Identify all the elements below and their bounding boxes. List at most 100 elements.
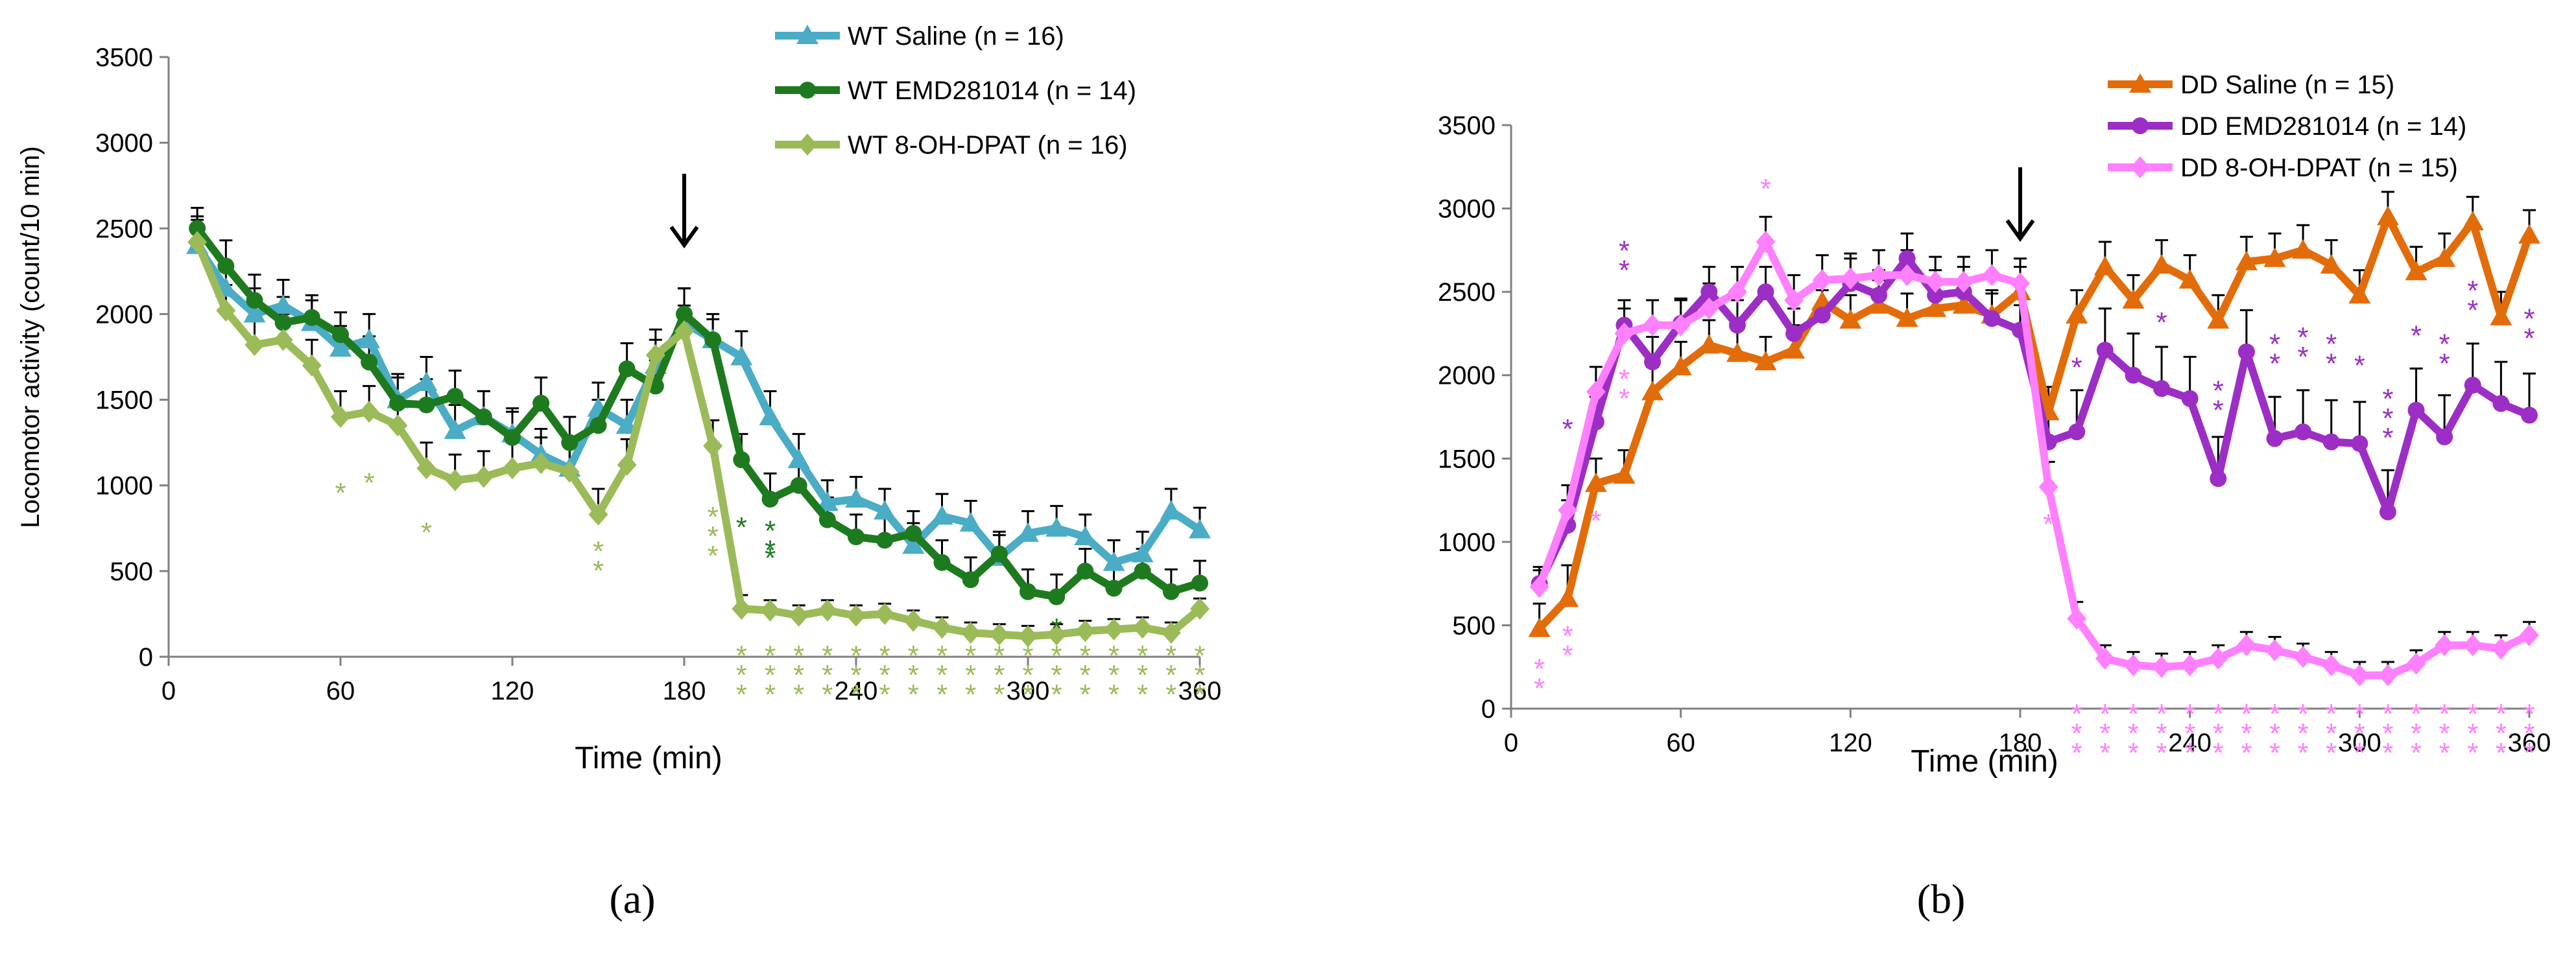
data-point — [1077, 562, 1094, 580]
significance-star: * — [994, 679, 1005, 711]
data-point — [1813, 307, 1831, 324]
data-point — [1558, 499, 1578, 521]
arrow-head — [669, 226, 699, 249]
significance-star: * — [879, 659, 890, 691]
significance-star: * — [2354, 350, 2365, 382]
significance-star: * — [2411, 698, 2422, 730]
significance-star: * — [1080, 640, 1091, 672]
significance-star: * — [1080, 679, 1091, 711]
data-point — [2210, 470, 2227, 488]
x-tick-label: 300 — [2338, 729, 2381, 757]
data-point — [1189, 519, 1211, 539]
significance-star: * — [2382, 422, 2393, 454]
data-point — [2322, 433, 2340, 451]
significance-star: * — [2156, 698, 2167, 730]
data-point — [703, 434, 723, 457]
data-point — [845, 488, 867, 508]
significance-star: * — [2439, 348, 2450, 379]
significance-star: * — [593, 555, 604, 587]
significance-star: * — [2411, 320, 2422, 351]
significance-star: * — [2241, 698, 2252, 730]
x-tick-label: 0 — [161, 677, 176, 705]
data-point — [445, 469, 465, 491]
x-tick-label: 120 — [1829, 729, 1872, 757]
significance-star: * — [2213, 698, 2224, 730]
y-tick-label: 1000 — [95, 472, 153, 501]
significance-star: * — [1619, 363, 1630, 395]
legend-label: DD Saline (n = 15) — [2180, 71, 2394, 99]
data-point — [332, 326, 349, 344]
data-point — [1160, 500, 1182, 520]
data-point — [787, 449, 810, 469]
data-point — [272, 294, 294, 314]
data-point — [2151, 254, 2173, 274]
data-point — [1643, 314, 1663, 336]
significance-star: * — [2298, 698, 2309, 730]
significance-star: * — [936, 640, 948, 672]
data-point — [217, 257, 235, 275]
data-point — [2235, 250, 2258, 270]
data-point — [1556, 587, 1579, 607]
significance-star: * — [2326, 737, 2337, 769]
data-point — [1897, 264, 1917, 287]
data-point — [2348, 284, 2371, 304]
data-point — [187, 231, 208, 253]
data-point — [2436, 428, 2453, 445]
significance-star: * — [765, 543, 776, 574]
significance-star: * — [1137, 659, 1148, 691]
x-axis-label: Time (min) — [1911, 744, 2058, 779]
significance-star: * — [2213, 737, 2224, 769]
data-point — [1529, 576, 1549, 598]
significance-star: * — [2467, 294, 2478, 326]
x-tick-label: 120 — [491, 677, 534, 705]
significance-star: * — [2523, 323, 2534, 355]
y-tick-label: 3000 — [1438, 195, 1496, 224]
data-point — [2181, 390, 2199, 407]
significance-star: * — [765, 515, 776, 547]
data-point — [1528, 617, 1551, 637]
significance-star: * — [2382, 718, 2393, 749]
data-point — [1700, 283, 1718, 301]
significance-star: * — [994, 640, 1005, 672]
data-point — [2376, 206, 2399, 226]
y-tick-label: 500 — [110, 558, 153, 586]
significance-star: * — [1619, 235, 1630, 266]
significance-star: * — [908, 679, 919, 711]
data-point — [303, 309, 320, 326]
significance-star: * — [2298, 322, 2309, 353]
significance-star: * — [965, 659, 976, 691]
data-point — [1898, 250, 1916, 267]
data-point — [2095, 647, 2115, 670]
x-tick-label: 180 — [663, 677, 706, 705]
significance-star: * — [965, 640, 976, 672]
significance-star: * — [1534, 673, 1545, 705]
significance-star: * — [2156, 718, 2167, 749]
significance-star: * — [765, 679, 776, 711]
data-point — [1924, 297, 1947, 317]
data-point — [2066, 304, 2088, 324]
data-point — [1812, 269, 1832, 292]
x-tick-label: 0 — [1504, 729, 1518, 757]
significance-star: * — [2496, 698, 2507, 730]
significance-star: * — [2269, 737, 2280, 769]
data-point — [1105, 580, 1123, 597]
significance-star: * — [2298, 718, 2309, 749]
significance-star: * — [736, 679, 747, 711]
data-point — [588, 503, 608, 526]
series-lines — [186, 220, 1211, 648]
legend-marker — [798, 134, 817, 156]
data-point — [1839, 309, 1862, 329]
significance-star: * — [2411, 737, 2422, 769]
significance-star: * — [2269, 348, 2280, 379]
data-point — [418, 396, 435, 414]
data-point — [676, 305, 693, 323]
data-point — [2292, 239, 2315, 259]
data-point — [874, 500, 896, 520]
injection-arrow — [669, 174, 699, 249]
data-point — [273, 329, 293, 351]
data-point — [2321, 654, 2341, 677]
data-point — [1926, 270, 1946, 293]
significance-star: * — [2354, 718, 2365, 749]
significance-star: * — [708, 521, 719, 552]
data-point — [733, 451, 750, 469]
